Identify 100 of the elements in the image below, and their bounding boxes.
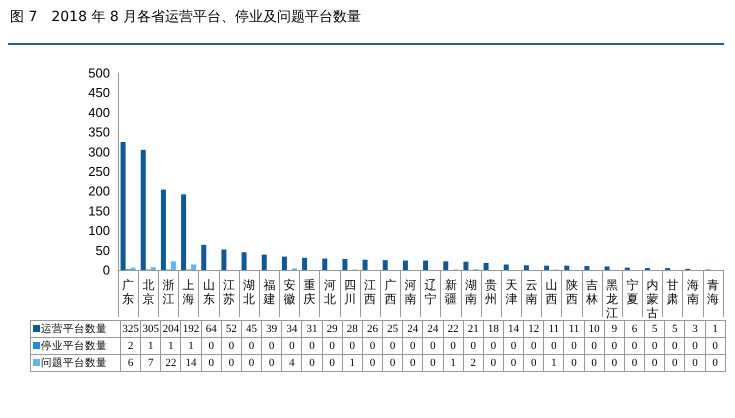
bar: [120, 142, 126, 270]
x-tick-label: 重庆: [304, 278, 316, 306]
bar: [463, 262, 468, 270]
data-label: 0: [262, 338, 282, 354]
data-label: 22: [160, 354, 181, 372]
legend-label: 问题平台数量: [30, 354, 120, 372]
data-label: 2: [463, 354, 484, 372]
data-label: 3: [684, 320, 706, 338]
x-tick-label: 宁夏: [626, 278, 638, 306]
bar: [544, 266, 550, 270]
data-label: 0: [684, 338, 706, 354]
data-label: 0: [664, 354, 685, 372]
data-label: 39: [262, 320, 282, 338]
y-tick-label: 400: [88, 104, 110, 120]
data-label: 0: [382, 338, 403, 354]
data-label: 0: [584, 338, 604, 354]
data-label: 6: [624, 320, 645, 338]
data-label: 0: [422, 338, 443, 354]
x-tick-label: 吉林: [584, 278, 598, 306]
x-tick-label: 广西: [384, 278, 396, 306]
x-tick-label: 甘肃: [666, 278, 679, 306]
bar: [262, 254, 267, 270]
x-tick-label: 新疆: [444, 278, 457, 306]
data-label: 34: [282, 320, 302, 338]
y-tick-label: 200: [88, 184, 110, 199]
bar: [140, 150, 146, 270]
data-label: 0: [584, 354, 604, 372]
y-tick-label: 450: [88, 85, 110, 100]
data-label: 52: [221, 320, 242, 338]
data-label: 0: [221, 354, 242, 372]
x-tick-label: 青海: [706, 278, 719, 306]
x-tick-label: 河北: [324, 278, 336, 306]
data-label: 0: [402, 354, 423, 372]
x-tick-label: 山东: [202, 278, 215, 306]
bar: [504, 264, 509, 270]
x-tick-label: 上海: [182, 278, 195, 306]
data-label: 0: [463, 338, 484, 354]
data-label: 18: [483, 320, 504, 338]
data-label: 1: [443, 354, 464, 372]
data-label: 0: [644, 338, 665, 354]
y-tick-label: 0: [102, 262, 110, 278]
data-label: 0: [524, 338, 544, 354]
data-label: 64: [201, 320, 222, 338]
y-tick-label: 150: [88, 203, 110, 218]
data-label: 0: [524, 354, 544, 372]
data-label: 0: [322, 338, 342, 354]
x-tick-label: 广东: [122, 278, 134, 306]
data-label: 7: [140, 354, 161, 372]
data-label: 0: [705, 338, 726, 354]
data-label: 11: [544, 320, 564, 338]
bar: [282, 256, 287, 270]
data-label: 14: [180, 354, 202, 372]
data-label: 2: [120, 338, 141, 354]
data-label: 0: [342, 338, 362, 354]
data-label: 1: [180, 338, 202, 354]
data-label: 0: [443, 338, 464, 354]
legend-label: 运营平台数量: [30, 320, 120, 338]
data-label: 0: [604, 354, 624, 372]
x-tick-label: 海南: [686, 278, 699, 306]
data-label: 24: [422, 320, 443, 338]
bar: [342, 258, 348, 270]
data-label: 9: [604, 320, 624, 338]
y-tick-label: 300: [88, 144, 110, 160]
x-tick-label: 安徽: [283, 278, 296, 306]
data-label: 0: [201, 338, 222, 354]
data-label: 0: [221, 338, 242, 354]
data-label: 1: [342, 354, 362, 372]
data-label: 0: [483, 338, 504, 354]
bar: [181, 194, 186, 270]
data-label: 1: [140, 338, 161, 354]
x-tick-label: 江苏: [222, 278, 235, 306]
data-label: 0: [362, 354, 383, 372]
data-label: 26: [362, 320, 383, 338]
x-tick-label: 天津: [505, 278, 518, 306]
bar: [221, 250, 226, 270]
data-label: 0: [422, 354, 443, 372]
data-label: 1: [544, 354, 564, 372]
bar: [201, 244, 206, 270]
bar: [484, 262, 489, 270]
x-tick-label: 辽宁: [424, 278, 437, 306]
y-tick-label: 50: [96, 242, 110, 258]
bar: [150, 267, 156, 270]
x-tick-label: 北京: [142, 278, 154, 306]
bar: [604, 266, 610, 270]
data-label: 0: [241, 338, 262, 354]
data-label: 204: [160, 320, 181, 338]
data-label: 5: [644, 320, 665, 338]
data-label: 5: [664, 320, 685, 338]
data-label: 0: [241, 354, 262, 372]
bar: [402, 260, 408, 270]
bar: [302, 258, 308, 270]
data-label: 0: [544, 338, 564, 354]
data-label: 0: [644, 354, 665, 372]
data-label: 0: [684, 354, 706, 372]
y-tick-label: 500: [88, 66, 110, 80]
data-label: 0: [624, 338, 645, 354]
data-label: 0: [362, 338, 383, 354]
data-label: 0: [382, 354, 403, 372]
bar: [362, 260, 368, 270]
chart-title: 图 7 2018 年 8 月各省运营平台、停业及问题平台数量: [10, 8, 362, 26]
